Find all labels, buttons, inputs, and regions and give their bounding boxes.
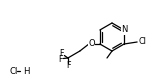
Text: F: F — [67, 60, 71, 69]
Text: O: O — [88, 39, 95, 48]
Text: Cl: Cl — [138, 37, 146, 47]
Text: H: H — [23, 67, 29, 76]
Text: Cl: Cl — [10, 67, 18, 76]
Text: F: F — [60, 49, 64, 58]
Text: N: N — [121, 25, 127, 34]
Text: F: F — [59, 56, 63, 65]
